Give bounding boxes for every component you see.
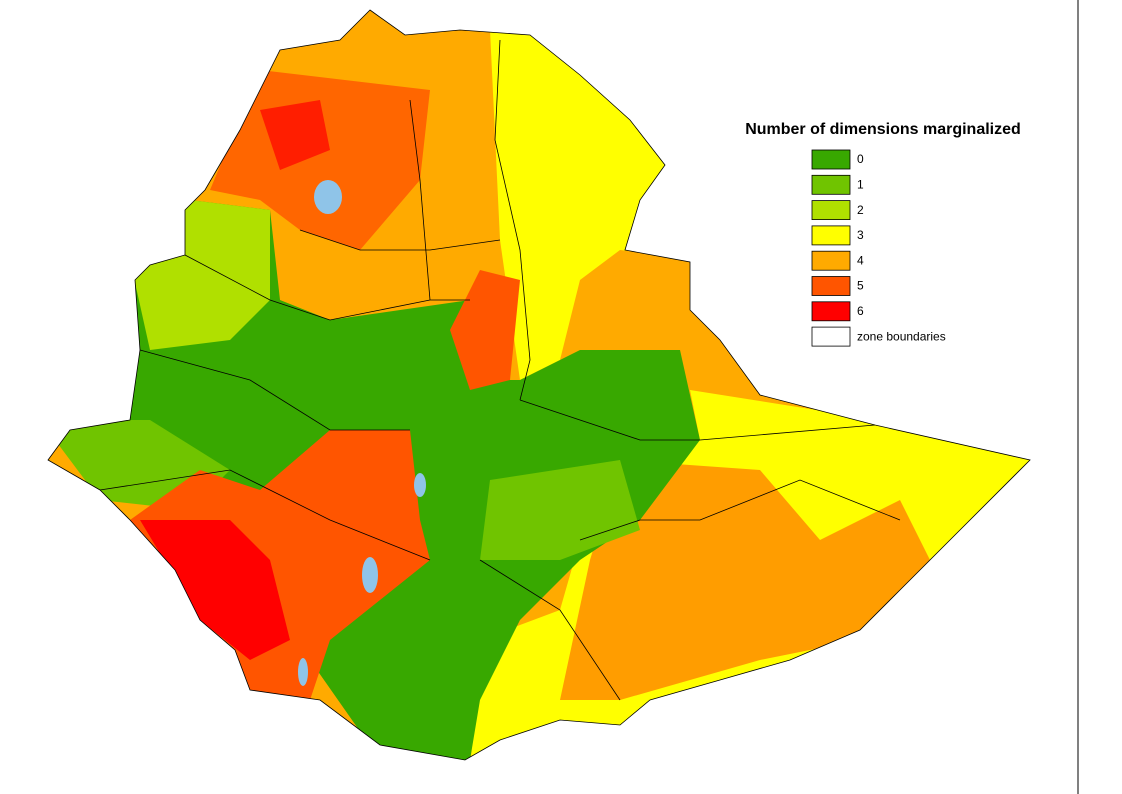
- lake: [314, 180, 342, 214]
- region-6-north: [260, 100, 330, 170]
- region-1-south: [480, 460, 640, 560]
- legend-label: 3: [857, 228, 864, 242]
- legend-swatch: [811, 326, 851, 347]
- legend: Number of dimensions marginalized 0 1 2 3 4 5…: [745, 121, 1021, 347]
- region-5-southwest: [130, 430, 430, 700]
- legend-label: 4: [857, 253, 864, 267]
- lake: [362, 557, 378, 593]
- legend-swatch: [811, 250, 851, 271]
- legend-label: 5: [857, 279, 864, 293]
- region-6-southwest: [140, 520, 290, 660]
- legend-swatch: [811, 174, 851, 195]
- legend-swatch: [811, 149, 851, 170]
- zone-boundaries: [47, 9, 1031, 761]
- lake: [414, 473, 426, 497]
- legend-label: 6: [857, 304, 864, 318]
- legend-swatch: [811, 301, 851, 322]
- legend-label: 2: [857, 203, 864, 217]
- legend-label: 0: [857, 152, 864, 166]
- legend-label: zone boundaries: [857, 329, 946, 343]
- legend-swatch: [811, 225, 851, 246]
- lake: [298, 658, 308, 686]
- legend-title: Number of dimensions marginalized: [745, 121, 1021, 138]
- legend-swatch: [811, 200, 851, 221]
- legend-swatch: [811, 276, 851, 296]
- legend-label: 1: [857, 177, 864, 191]
